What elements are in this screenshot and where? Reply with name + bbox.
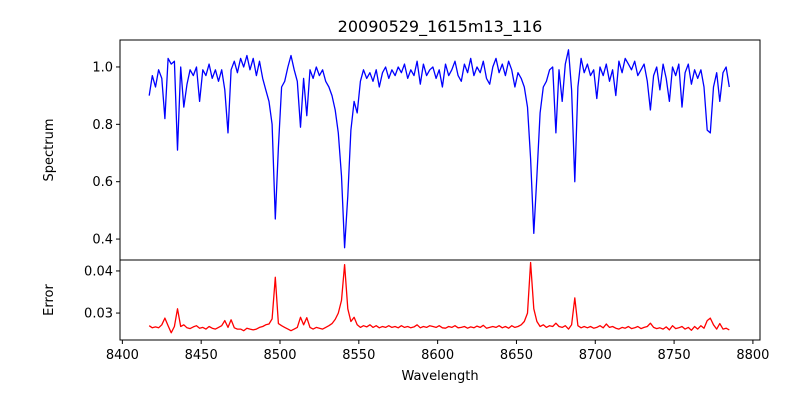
- spectrum-line: [148, 49, 730, 249]
- chart-title: 20090529_1615m13_116: [338, 17, 543, 37]
- x-tick-label: 8400: [106, 348, 139, 363]
- x-tick-label: 8600: [421, 348, 454, 363]
- error-line: [148, 261, 730, 334]
- x-tick-label: 8750: [658, 348, 691, 363]
- y-tick-label: 0.6: [92, 175, 113, 190]
- x-axis-label: Wavelength: [401, 369, 478, 384]
- x-tick-label: 8500: [263, 348, 296, 363]
- x-tick-label: 8550: [342, 348, 375, 363]
- y-tick-label: 0.03: [84, 307, 113, 322]
- x-tick-label: 8450: [185, 348, 218, 363]
- x-tick-label: 8700: [579, 348, 612, 363]
- y-tick-label: 0.04: [84, 264, 113, 279]
- axes-frame-error: [119, 259, 761, 341]
- y-tick-label: 0.8: [92, 118, 113, 133]
- y-tick-label: 1.0: [92, 60, 113, 75]
- x-tick-label: 8800: [736, 348, 769, 363]
- y-axis-label-spectrum: Spectrum: [42, 119, 57, 182]
- y-tick-label: 0.4: [92, 233, 113, 248]
- y-axis-label-error: Error: [42, 284, 57, 316]
- x-tick-label: 8650: [500, 348, 533, 363]
